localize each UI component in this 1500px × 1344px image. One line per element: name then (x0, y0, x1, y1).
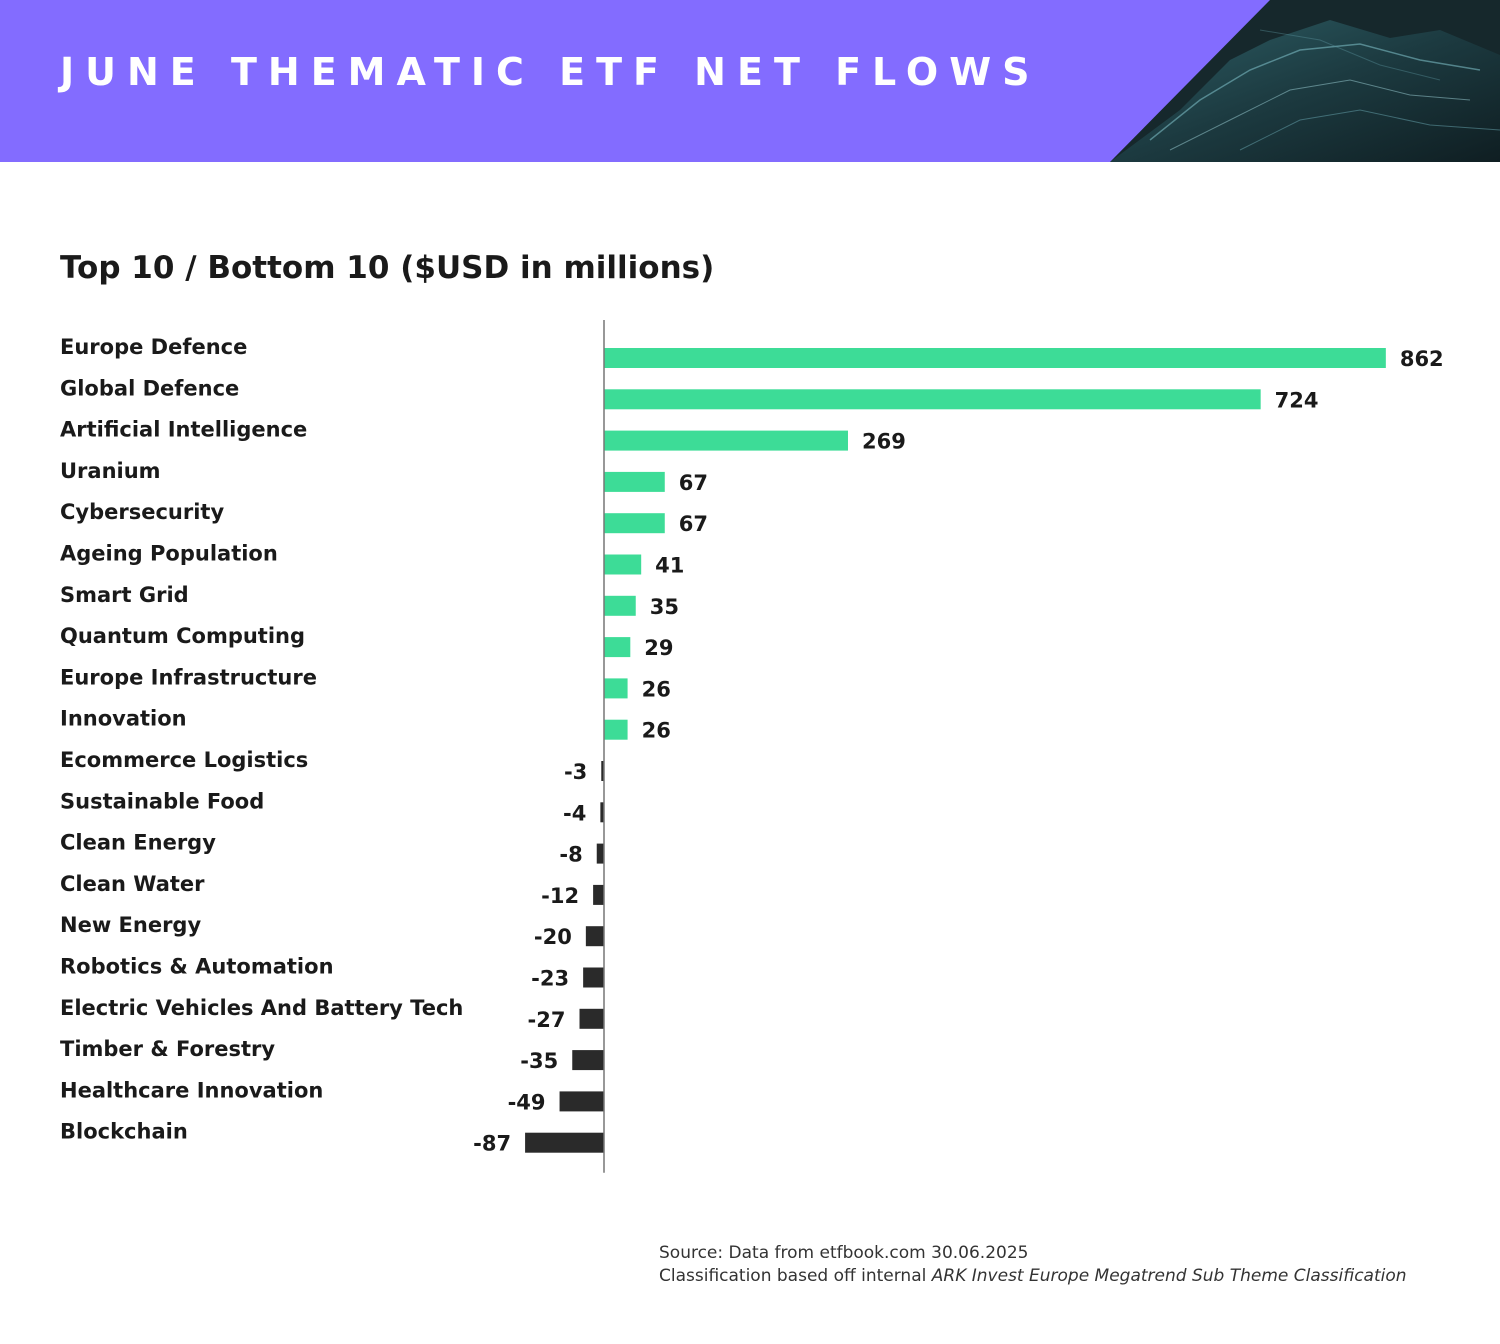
value-label-robotics-and-automation: -23 (531, 967, 569, 991)
bar-ecommerce-logistics (601, 761, 604, 781)
classification-name: ARK Invest Europe Megatrend Sub Theme Cl… (931, 1266, 1407, 1286)
value-label-clean-water: -12 (541, 884, 579, 908)
bar-timber-and-forestry (572, 1050, 604, 1071)
value-label-healthcare-innovation: -49 (508, 1090, 546, 1114)
bar-global-defence (604, 389, 1261, 410)
value-label-sustainable-food: -4 (563, 801, 586, 825)
category-label-europe-defence: Europe Defence (60, 335, 247, 359)
classification-prefix: Classification based off internal (659, 1266, 932, 1286)
category-label-clean-water: Clean Water (60, 872, 205, 896)
value-label-smart-grid: 35 (650, 595, 679, 619)
value-label-europe-defence: 862 (1400, 347, 1444, 371)
category-label-global-defence: Global Defence (60, 376, 239, 400)
bar-clean-energy (596, 843, 604, 864)
category-label-ecommerce-logistics: Ecommerce Logistics (60, 748, 308, 772)
bar-blockchain (525, 1132, 604, 1153)
category-label-healthcare-innovation: Healthcare Innovation (60, 1078, 323, 1102)
bar-new-energy (585, 926, 604, 947)
value-label-new-energy: -20 (534, 925, 572, 949)
category-label-blockchain: Blockchain (60, 1120, 188, 1144)
bar-cybersecurity (604, 513, 665, 534)
bar-quantum-computing (604, 637, 631, 658)
bar-robotics-and-automation (583, 967, 604, 988)
category-label-cybersecurity: Cybersecurity (60, 500, 224, 524)
bar-sustainable-food (600, 802, 604, 823)
value-label-artificial-intelligence: 269 (862, 430, 906, 454)
category-label-uranium: Uranium (60, 459, 161, 483)
page-title: JUNE THEMATIC ETF NET FLOWS (60, 50, 1041, 94)
value-label-timber-and-forestry: -35 (520, 1049, 558, 1073)
value-label-blockchain: -87 (473, 1132, 511, 1156)
value-label-electric-vehicles-and-battery-tech: -27 (528, 1008, 566, 1032)
value-label-innovation: 26 (642, 719, 671, 743)
bar-uranium (604, 471, 665, 492)
bar-innovation (604, 719, 628, 740)
category-label-sustainable-food: Sustainable Food (60, 789, 264, 813)
bar-artificial-intelligence (604, 430, 848, 451)
value-label-ecommerce-logistics: -3 (564, 760, 587, 784)
category-label-artificial-intelligence: Artificial Intelligence (60, 418, 307, 442)
bar-healthcare-innovation (559, 1091, 604, 1112)
bar-clean-water (593, 884, 604, 905)
value-label-global-defence: 724 (1275, 388, 1319, 412)
category-label-electric-vehicles-and-battery-tech: Electric Vehicles And Battery Tech (60, 996, 463, 1020)
bar-europe-defence (604, 348, 1386, 368)
header-banner: JUNE THEMATIC ETF NET FLOWS (0, 0, 1500, 162)
bar-europe-infrastructure (604, 678, 628, 699)
category-label-ageing-population: Ageing Population (60, 542, 278, 566)
bar-electric-vehicles-and-battery-tech (579, 1008, 604, 1029)
chart-title: Top 10 / Bottom 10 ($USD in millions) (60, 250, 715, 286)
category-label-europe-infrastructure: Europe Infrastructure (60, 665, 317, 689)
category-label-clean-energy: Clean Energy (60, 831, 216, 855)
category-label-quantum-computing: Quantum Computing (60, 624, 305, 648)
mountain-texture-image (1110, 0, 1500, 162)
classification-line: Classification based off internal ARK In… (659, 1265, 1407, 1288)
value-label-cybersecurity: 67 (679, 512, 708, 536)
category-label-robotics-and-automation: Robotics & Automation (60, 955, 334, 979)
value-label-clean-energy: -8 (559, 843, 582, 867)
category-label-timber-and-forestry: Timber & Forestry (60, 1037, 275, 1061)
source-note: Source: Data from etfbook.com 30.06.2025… (659, 1242, 1407, 1288)
value-label-ageing-population: 41 (655, 554, 684, 578)
bar-smart-grid (604, 595, 636, 616)
category-label-new-energy: New Energy (60, 913, 201, 937)
bar-ageing-population (604, 554, 642, 575)
value-label-quantum-computing: 29 (644, 636, 673, 660)
value-label-uranium: 67 (679, 471, 708, 495)
value-label-europe-infrastructure: 26 (642, 677, 671, 701)
category-label-smart-grid: Smart Grid (60, 583, 189, 607)
source-line: Source: Data from etfbook.com 30.06.2025 (659, 1243, 1029, 1263)
category-label-innovation: Innovation (60, 707, 187, 731)
